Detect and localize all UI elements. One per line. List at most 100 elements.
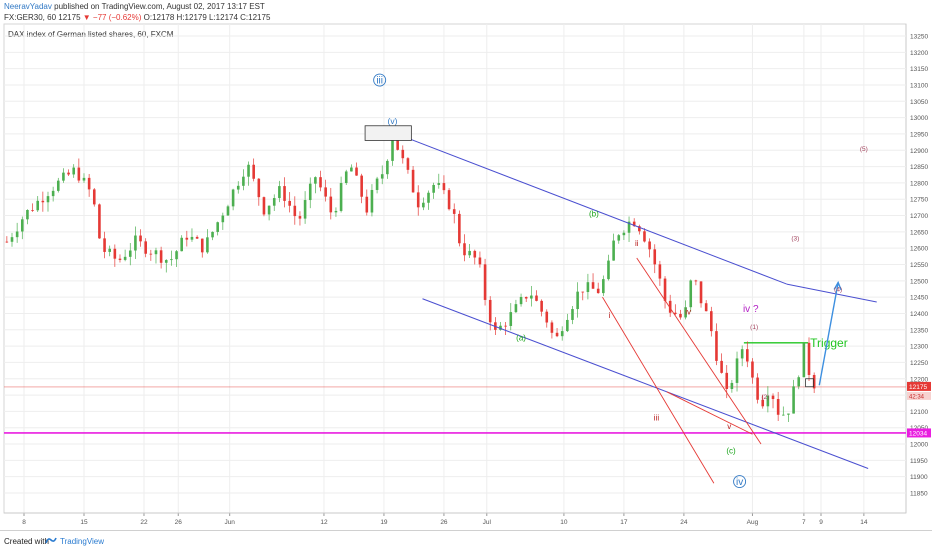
candle-body bbox=[663, 278, 667, 301]
candle-body bbox=[396, 137, 399, 150]
candle-body bbox=[740, 349, 744, 359]
footer: Created with TradingView bbox=[0, 530, 932, 551]
candle-body bbox=[236, 185, 240, 190]
candle-body bbox=[576, 291, 579, 310]
wedge-line-upper bbox=[636, 257, 762, 445]
wave-label: iv bbox=[685, 308, 691, 317]
wave-2-box bbox=[805, 378, 814, 388]
candle-body bbox=[113, 248, 117, 259]
candle-body bbox=[540, 300, 543, 312]
author-link[interactable]: NeeravYadav bbox=[4, 2, 52, 11]
arrow-head-icon bbox=[833, 280, 842, 291]
candle-body bbox=[170, 259, 173, 261]
candle-body bbox=[566, 319, 569, 332]
x-tick-label: 15 bbox=[80, 519, 88, 526]
y-tick-label: 11900 bbox=[910, 474, 928, 481]
y-tick-label: 12500 bbox=[910, 278, 928, 285]
candle-body bbox=[175, 251, 178, 260]
symbol-label: FX:GER30, 60 bbox=[4, 13, 57, 22]
x-tick-label: 10 bbox=[560, 519, 568, 526]
candle-body bbox=[776, 399, 780, 415]
candle-body bbox=[360, 175, 363, 197]
candle-body bbox=[221, 215, 225, 223]
candle-body bbox=[514, 304, 518, 313]
candle-body bbox=[488, 299, 492, 323]
candle-body bbox=[668, 300, 672, 313]
candle-body bbox=[442, 183, 446, 191]
published-text: published on TradingView.com, August 02,… bbox=[54, 2, 265, 11]
tradingview-logo-icon bbox=[45, 537, 57, 544]
x-tick-label: 9 bbox=[819, 519, 823, 526]
y-tick-label: 11850 bbox=[910, 491, 928, 498]
y-tick-label: 12300 bbox=[910, 344, 928, 351]
countdown-value: 42:34 bbox=[909, 394, 925, 400]
candle-body bbox=[797, 377, 801, 387]
x-tick-label: Aug bbox=[747, 519, 759, 526]
candle-body bbox=[62, 172, 65, 181]
candle-body bbox=[159, 250, 163, 263]
support-value: 12034 bbox=[909, 430, 927, 437]
candle-body bbox=[411, 169, 415, 193]
y-tick-label: 12650 bbox=[910, 229, 928, 236]
candle-body bbox=[139, 235, 142, 242]
price-axis[interactable]: 13250 13200 13150 13100 13050 13000 12950 12900… bbox=[907, 34, 931, 498]
projection-arrow bbox=[818, 282, 839, 386]
candle-body bbox=[257, 178, 261, 198]
candle-body bbox=[355, 167, 358, 176]
candle-body bbox=[267, 205, 271, 215]
candle-body bbox=[5, 241, 9, 243]
candle-body bbox=[41, 200, 45, 203]
y-tick-label: 13250 bbox=[910, 34, 928, 41]
y-tick-label: 13050 bbox=[910, 99, 928, 106]
candle-body bbox=[437, 183, 441, 185]
candle-body bbox=[128, 250, 132, 257]
candle-body bbox=[56, 180, 60, 191]
plot-frame bbox=[3, 23, 907, 514]
candle-body bbox=[596, 288, 600, 294]
candle-body bbox=[545, 311, 549, 323]
candle-body bbox=[720, 360, 723, 373]
y-tick-label: 12250 bbox=[910, 360, 928, 367]
down-arrow-icon: ▼ bbox=[82, 13, 91, 22]
candle-body bbox=[98, 204, 101, 239]
candle-body bbox=[334, 210, 338, 213]
candle-body bbox=[195, 236, 199, 239]
channel-lower-line bbox=[422, 298, 869, 469]
x-tick-label: 17 bbox=[620, 519, 628, 526]
y-tick-label: 13200 bbox=[910, 50, 928, 57]
countdown-badge bbox=[907, 391, 931, 400]
y-tick-label: 12350 bbox=[910, 327, 928, 334]
x-tick-label: 19 bbox=[380, 519, 388, 526]
time-axis[interactable]: 8 15 22 26 Jun 12 19 26 Jul 10 17 24 Aug 7 9 14 bbox=[4, 512, 906, 526]
candle-body bbox=[617, 235, 621, 241]
candle-body bbox=[535, 295, 538, 301]
y-tick-label: 12900 bbox=[910, 148, 928, 155]
candle-body bbox=[200, 238, 204, 253]
drawings bbox=[364, 125, 877, 484]
candle-body bbox=[324, 187, 327, 197]
candle-body bbox=[278, 186, 281, 199]
x-tick-label: 26 bbox=[440, 519, 448, 526]
tradingview-brand[interactable]: TradingView bbox=[60, 537, 105, 546]
y-tick-label: 12400 bbox=[910, 311, 928, 318]
candle-body bbox=[103, 238, 106, 252]
wave-label: (a) bbox=[516, 334, 526, 343]
candle-body bbox=[211, 231, 214, 238]
candle-body bbox=[416, 192, 420, 208]
candle-body bbox=[422, 202, 425, 208]
last-price: 12175 bbox=[58, 13, 81, 22]
candle-body bbox=[591, 282, 595, 289]
support-badge bbox=[907, 428, 931, 438]
wave-label: (c) bbox=[726, 446, 736, 455]
y-tick-label: 13100 bbox=[910, 82, 928, 89]
candle-body bbox=[308, 183, 312, 201]
wedge-line-base bbox=[666, 391, 753, 435]
candle-body bbox=[344, 171, 348, 184]
x-tick-label: 26 bbox=[175, 519, 183, 526]
created-with-text: Created with bbox=[4, 537, 49, 546]
candle-body bbox=[674, 312, 677, 314]
symbol-header: FX:GER30, 60 12175 ▼ −77 (−0.62%) O:1217… bbox=[4, 13, 270, 22]
x-tick-label: 8 bbox=[22, 519, 26, 526]
candle-body bbox=[319, 177, 322, 188]
